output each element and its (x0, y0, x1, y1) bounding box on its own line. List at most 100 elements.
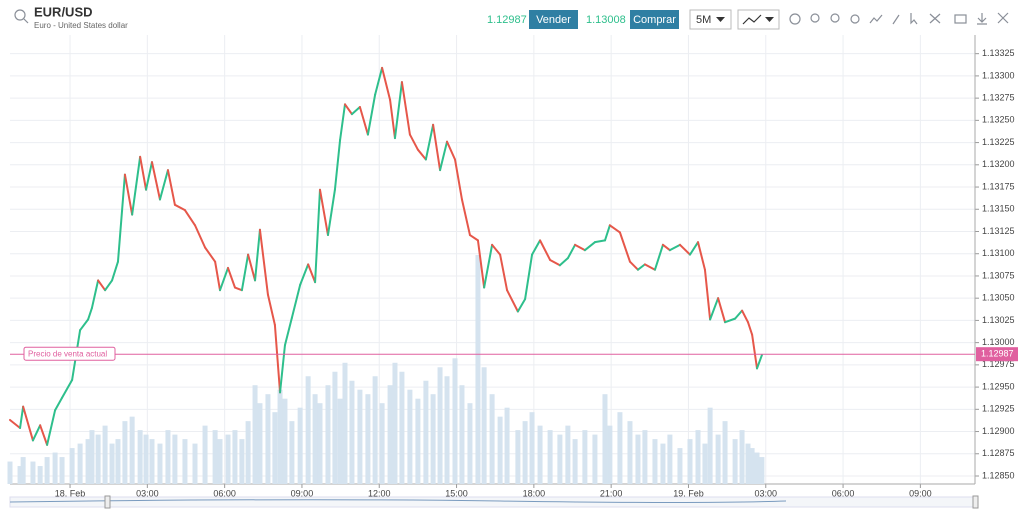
draw-icon[interactable] (892, 14, 900, 25)
tool-icon[interactable] (789, 13, 801, 25)
price-segment (558, 257, 569, 267)
volume-bar (607, 425, 613, 484)
navigator-handle[interactable] (972, 495, 979, 509)
price-segment (678, 243, 692, 256)
y-tick-label: 1.13150 (982, 204, 1015, 214)
volume-bar (430, 394, 436, 484)
price-segment (333, 138, 342, 191)
sell-button[interactable] (529, 10, 578, 29)
price-segment (603, 224, 611, 242)
volume-bar (59, 457, 65, 484)
y-tick-label: 1.12950 (982, 381, 1015, 391)
volume-bar (602, 394, 608, 484)
navigator-handle[interactable] (104, 495, 111, 509)
interval-dropdown[interactable] (689, 9, 732, 30)
price-segment (703, 268, 712, 321)
volume-bar (129, 416, 135, 484)
volume-bar (115, 439, 121, 484)
price-segment (131, 155, 142, 216)
volume-bar (759, 457, 765, 484)
volume-bar (660, 443, 666, 484)
sell-button-label[interactable]: Vender (536, 14, 571, 26)
reset-icon[interactable] (850, 14, 860, 24)
download-icon[interactable] (977, 13, 987, 25)
price-segment (46, 409, 57, 446)
chart-type-dropdown[interactable] (737, 9, 780, 30)
volume-bar (617, 412, 623, 484)
volume-bar (372, 376, 378, 484)
navigator-track (9, 496, 977, 508)
price-segment (483, 243, 494, 289)
price-segment (389, 98, 396, 140)
y-tick-label: 1.12875 (982, 448, 1015, 458)
cursor-icon[interactable] (910, 13, 918, 25)
price-segment (173, 203, 186, 212)
volume-bar (715, 434, 721, 484)
price-segment (183, 209, 197, 227)
fullscreen-icon[interactable] (997, 12, 1009, 24)
price-segment (273, 323, 282, 394)
price-segment (90, 279, 100, 309)
price-segment (366, 93, 377, 136)
volume-bar (707, 407, 713, 484)
volume-bar (557, 434, 563, 484)
volume-bar (332, 371, 338, 484)
volume-bar (349, 380, 355, 484)
price-segment (39, 424, 49, 446)
volume-bar (297, 407, 303, 484)
buy-button[interactable] (630, 10, 679, 29)
price-segment (566, 243, 577, 260)
volume-bar (143, 434, 149, 484)
price-segment (516, 298, 527, 313)
price-segment (87, 306, 93, 321)
volume-bar (89, 430, 95, 484)
price-segment (653, 243, 664, 271)
volume-bar (677, 448, 683, 484)
volume-bar (172, 434, 178, 484)
price-segment (668, 243, 681, 252)
price-segment (204, 246, 217, 263)
price-segment (476, 239, 486, 289)
volume-bar (342, 362, 348, 484)
volume-bar (212, 430, 218, 484)
y-tick-label: 1.12975 (982, 359, 1015, 369)
interval-label[interactable]: 5M (696, 14, 711, 26)
price-segment (549, 258, 561, 267)
price-segment (79, 318, 90, 332)
compare-icon[interactable] (929, 13, 941, 24)
price-segment (158, 169, 169, 201)
volume-bar (102, 425, 108, 484)
symbol-description: Euro - United States dollar (34, 21, 128, 30)
price-segment (166, 169, 176, 206)
price-segment (9, 418, 22, 429)
search-icon[interactable] (14, 9, 26, 21)
volume-bar (325, 385, 331, 484)
volume-bar (667, 434, 673, 484)
zoom-in-icon[interactable] (810, 13, 820, 23)
price-segment (279, 344, 286, 394)
volume-bar (109, 443, 115, 484)
price-segment (350, 106, 361, 116)
price-segment (283, 316, 293, 347)
indicator-icon[interactable] (869, 14, 883, 24)
volume-bar (407, 389, 413, 484)
volume-bar (30, 461, 36, 484)
volume-bar (687, 439, 693, 484)
camera-icon[interactable] (954, 14, 967, 24)
volume-bar (182, 439, 188, 484)
volume-bar (702, 443, 708, 484)
y-tick-label: 1.13025 (982, 315, 1015, 325)
navigator (9, 495, 979, 509)
x-tick-label: 18. Feb (55, 488, 86, 498)
zoom-out-icon[interactable] (830, 13, 840, 23)
x-tick-label: 18:00 (523, 488, 546, 498)
price-segment (661, 243, 671, 252)
price-segment (339, 103, 346, 141)
buy-button-label[interactable]: Comprar (633, 14, 676, 26)
volume-bar (695, 430, 701, 484)
x-tick-label: 09:00 (291, 488, 314, 498)
volume-bar (529, 412, 535, 484)
x-tick-label: 12:00 (368, 488, 391, 498)
price-segment (618, 231, 631, 263)
